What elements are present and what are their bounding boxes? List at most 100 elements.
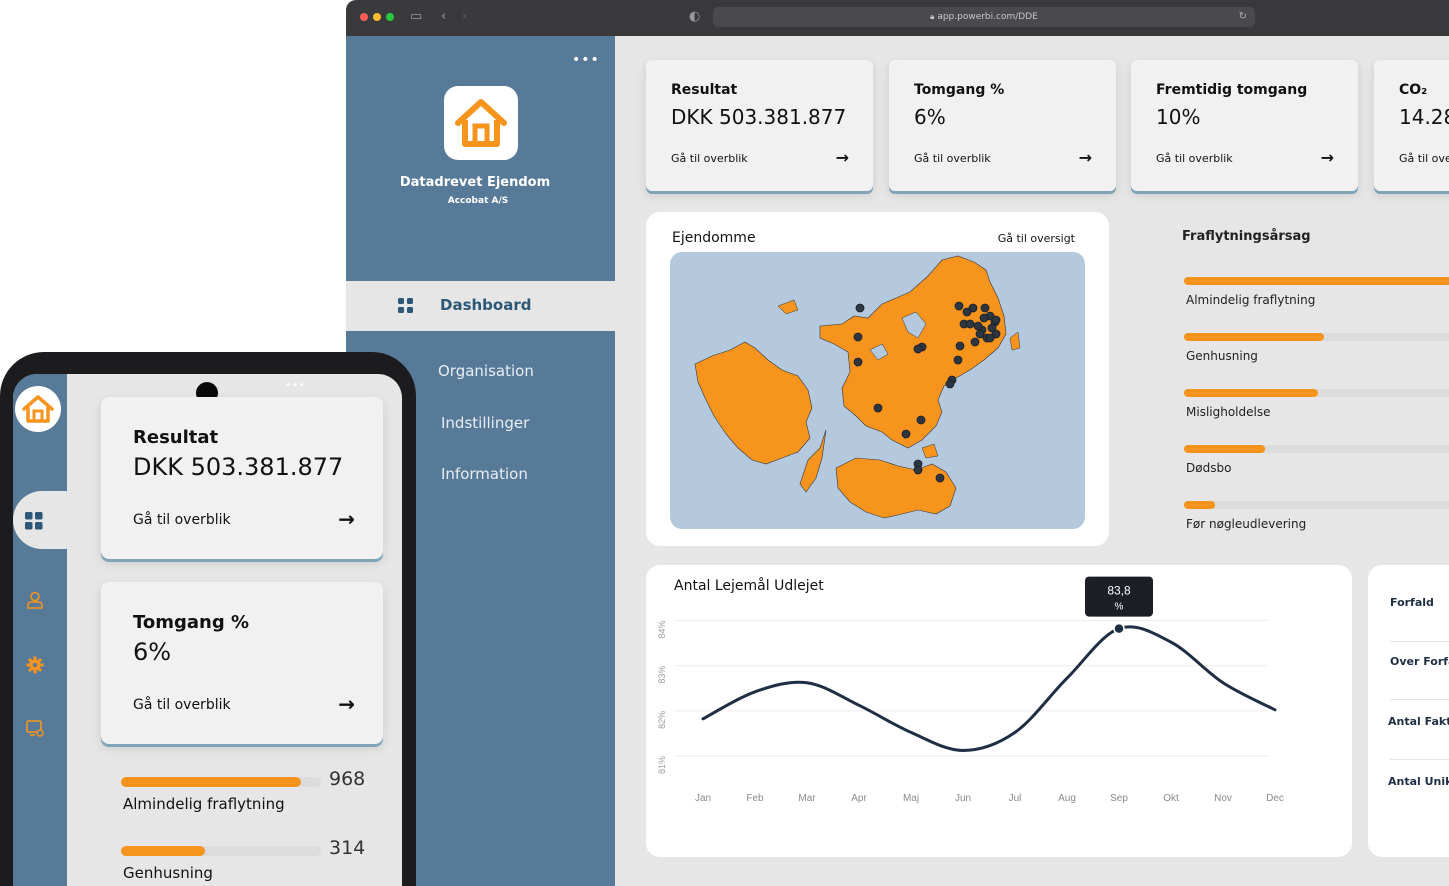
property-marker[interactable]: [991, 329, 1001, 339]
map-overview-link[interactable]: Gå til oversigt: [997, 232, 1075, 245]
kpi-value: DKK 503.381.877: [671, 105, 847, 129]
more-options-icon[interactable]: •••: [572, 52, 600, 68]
x-tick-label: Sep: [1110, 793, 1128, 804]
bar-track: [1184, 333, 1449, 341]
bar-track: [1184, 501, 1449, 509]
property-marker[interactable]: [916, 415, 926, 425]
arrow-right-icon[interactable]: →: [1320, 148, 1334, 167]
phone-device: ••• Resultat DKK 503.381.877 Gå til over…: [0, 352, 416, 886]
bar-value: 314: [329, 837, 366, 859]
kpi-card-fremtidig-tomgang[interactable]: Fremtidig tomgang 10% Gå til overblik →: [1131, 60, 1358, 191]
x-tick-label: Jul: [1009, 793, 1022, 804]
phone-card-resultat[interactable]: Resultat DKK 503.381.877 Gå til overblik…: [101, 397, 383, 559]
phone-sidebar: [13, 374, 67, 886]
reload-icon[interactable]: ↻: [1238, 11, 1247, 22]
lejemaal-line-chart[interactable]: 81% 82% 83% 84% Jan Feb Mar Apr Maj Jun Jul Aug Sep O…: [646, 565, 1352, 857]
nav-item-dashboard[interactable]: Dashboard: [362, 281, 615, 331]
maximize-window-button[interactable]: [386, 13, 394, 21]
kpi-card-tomgang[interactable]: Tomgang % 6% Gå til overblik →: [889, 60, 1116, 191]
property-marker[interactable]: [953, 355, 963, 365]
property-marker[interactable]: [975, 329, 985, 339]
info-screen-icon[interactable]: [26, 719, 44, 741]
data-point[interactable]: [1113, 622, 1125, 635]
sidebar-toggle-icon[interactable]: ▭: [410, 9, 423, 24]
arrow-right-icon[interactable]: →: [338, 507, 355, 531]
x-tick-label: Jun: [955, 793, 971, 804]
property-marker[interactable]: [945, 379, 955, 389]
property-marker[interactable]: [853, 357, 863, 367]
list-item-over-forfald[interactable]: Over Forfa: [1390, 655, 1449, 668]
property-marker[interactable]: [935, 473, 945, 483]
list-item-antal-unikke[interactable]: Antal Unik: [1388, 775, 1449, 788]
privacy-shield-icon[interactable]: ◐: [689, 9, 701, 24]
bar-track: [121, 846, 321, 856]
nav-item-organisation[interactable]: Organisation: [438, 362, 534, 380]
kpi-link[interactable]: Gå til ove: [1399, 152, 1449, 165]
forward-icon[interactable]: ›: [462, 9, 468, 24]
arrow-right-icon[interactable]: →: [1078, 148, 1092, 167]
house-logo-icon: [444, 86, 518, 160]
phone-nav-dashboard[interactable]: [13, 491, 67, 549]
property-marker[interactable]: [985, 333, 995, 343]
back-icon[interactable]: ‹: [441, 9, 447, 24]
property-marker[interactable]: [873, 403, 883, 413]
denmark-map: [694, 255, 1021, 519]
property-marker[interactable]: [962, 307, 972, 317]
property-markers[interactable]: [853, 301, 1001, 483]
card-link[interactable]: Gå til overblik: [133, 697, 231, 713]
property-marker[interactable]: [979, 313, 989, 323]
kpi-card-co2[interactable]: CO₂ 14.28 Gå til ove: [1374, 60, 1449, 191]
properties-map[interactable]: [670, 252, 1085, 529]
property-marker[interactable]: [968, 303, 978, 313]
minimize-window-button[interactable]: [373, 13, 381, 21]
y-tick-label: 81%: [657, 756, 667, 774]
property-marker[interactable]: [970, 337, 980, 347]
kpi-card-resultat[interactable]: Resultat DKK 503.381.877 Gå til overblik…: [646, 60, 873, 191]
kpi-link[interactable]: Gå til overblik: [1156, 152, 1233, 165]
lejemaal-chart-card: Antal Lejemål Udlejet 81% 82% 83% 84% Jan Feb…: [646, 565, 1352, 857]
address-bar[interactable]: 🔒︎ app.powerbi.com/DDE ↻: [713, 7, 1255, 27]
fraflytning-row[interactable]: Dødsbo: [1184, 445, 1449, 495]
property-marker[interactable]: [955, 341, 965, 351]
list-item-forfald[interactable]: Forfald: [1390, 596, 1434, 609]
bar-fill: [1184, 445, 1266, 453]
fraflytning-row[interactable]: Misligholdelse: [1184, 389, 1449, 439]
close-window-button[interactable]: [360, 13, 368, 21]
fraflytning-row[interactable]: Almindelig fraflytning: [1184, 277, 1449, 327]
sidebar-brand-panel: ••• Datadrevet Ejendom Accobat A/S: [346, 36, 615, 281]
property-marker[interactable]: [954, 301, 964, 311]
x-tick-label: Aug: [1058, 793, 1076, 804]
fraflytning-row[interactable]: Før nøgleudlevering: [1184, 501, 1449, 551]
property-marker[interactable]: [913, 344, 923, 354]
nav-item-information[interactable]: Information: [441, 465, 528, 483]
user-icon[interactable]: [26, 591, 44, 613]
property-marker[interactable]: [855, 303, 865, 313]
property-marker[interactable]: [991, 315, 1001, 325]
arrow-right-icon[interactable]: →: [338, 692, 355, 716]
x-tick-label: Dec: [1266, 793, 1284, 804]
property-marker[interactable]: [901, 429, 911, 439]
nav-item-indstillinger[interactable]: Indstillinger: [441, 414, 530, 432]
kpi-link[interactable]: Gå til overblik: [671, 152, 748, 165]
property-marker[interactable]: [987, 323, 997, 333]
fraflytning-row[interactable]: Genhusning: [1184, 333, 1449, 383]
bar-fill: [1184, 277, 1449, 285]
property-marker[interactable]: [853, 332, 863, 342]
kpi-value: 14.28: [1399, 105, 1449, 129]
card-link[interactable]: Gå til overblik: [133, 512, 231, 528]
browser-window: ▭ ‹ › ◐ 🔒︎ app.powerbi.com/DDE ↻ •••: [346, 0, 1449, 886]
property-marker[interactable]: [973, 321, 983, 331]
arrow-right-icon[interactable]: →: [835, 148, 849, 167]
phone-card-tomgang[interactable]: Tomgang % 6% Gå til overblik →: [101, 582, 383, 744]
list-item-antal-fakturaer[interactable]: Antal Fakt: [1388, 715, 1449, 728]
kpi-title: Fremtidig tomgang: [1156, 82, 1308, 98]
gear-icon[interactable]: [26, 656, 44, 678]
kpi-link[interactable]: Gå til overblik: [914, 152, 991, 165]
property-marker[interactable]: [913, 465, 923, 475]
property-marker[interactable]: [980, 303, 990, 313]
more-options-icon[interactable]: •••: [285, 380, 306, 391]
bar-label: Før nøgleudlevering: [1186, 517, 1307, 531]
series-line[interactable]: [701, 625, 1277, 752]
chart-title: Antal Lejemål Udlejet: [674, 578, 824, 594]
property-marker[interactable]: [965, 319, 975, 329]
